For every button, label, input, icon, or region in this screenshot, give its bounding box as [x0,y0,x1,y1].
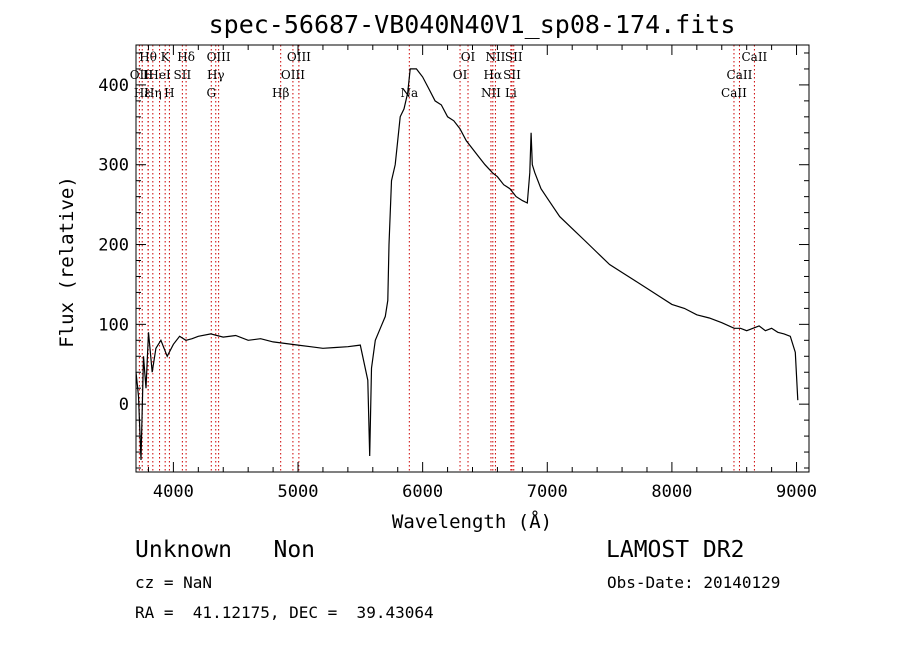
y-axis-label: Flux (relative) [56,176,78,348]
x-axis-ticks: 4000 5000 6000 7000 8000 9000 [147,45,817,502]
y-tick-label: 100 [98,315,129,335]
redshift-cz: cz = NaN [135,573,213,592]
line-label: Hδ [177,50,195,64]
line-label: SII [174,68,192,82]
line-label: H [164,86,174,100]
line-label: HeI [148,68,171,82]
y-tick-label: 200 [98,236,129,256]
line-label: Hγ [207,68,225,82]
line-label: Hα [484,68,503,82]
line-label: SII [505,50,523,64]
x-tick-label: 4000 [153,482,194,502]
x-tick-label: 9000 [776,482,817,502]
x-tick-label: 8000 [651,482,692,502]
line-label: Na [400,86,418,100]
line-label: CaII [741,50,767,64]
survey-name: LAMOST DR2 [606,537,745,563]
line-label: OIII [281,68,305,82]
obs-date: Obs-Date: 20140129 [607,573,781,592]
line-label: G [206,86,216,100]
line-label: K [161,50,171,64]
line-label: CaII [727,68,753,82]
x-tick-label: 7000 [527,482,568,502]
line-label: Hθ [139,50,157,64]
line-label: OI [461,50,476,64]
line-label: NII [481,86,501,100]
ra-dec: RA = 41.12175, DEC = 39.43064 [135,603,434,622]
line-label: NII [485,50,505,64]
line-label: OII [130,68,150,82]
line-label: OIII [207,50,231,64]
line-label: OIII [287,50,311,64]
line-label: H [143,68,153,82]
line-label: Hβ [272,86,289,100]
line-markers [138,45,755,472]
x-axis-label: Wavelength (Å) [392,510,552,533]
x-tick-label: 5000 [278,482,319,502]
line-label: OI [453,68,468,82]
line-label: Hη [144,86,162,100]
line-label: Li [505,86,517,100]
object-class: Unknown Non [135,537,316,563]
y-tick-label: 300 [98,156,129,176]
line-label: Hε [134,86,151,100]
spectrum-chart: spec-56687-VB040N40V1_sp08-174.fits Hθ K H… [56,10,817,533]
x-tick-label: 6000 [402,482,443,502]
chart-title: spec-56687-VB040N40V1_sp08-174.fits [209,10,736,39]
plot-frame [135,44,810,473]
line-label: CaII [721,86,747,100]
y-tick-label: 400 [98,76,129,96]
spectrum-line [135,68,799,461]
y-tick-label: 0 [119,395,129,415]
y-axis-ticks: 0 100 200 300 400 [98,52,809,469]
line-label: SII [503,68,521,82]
